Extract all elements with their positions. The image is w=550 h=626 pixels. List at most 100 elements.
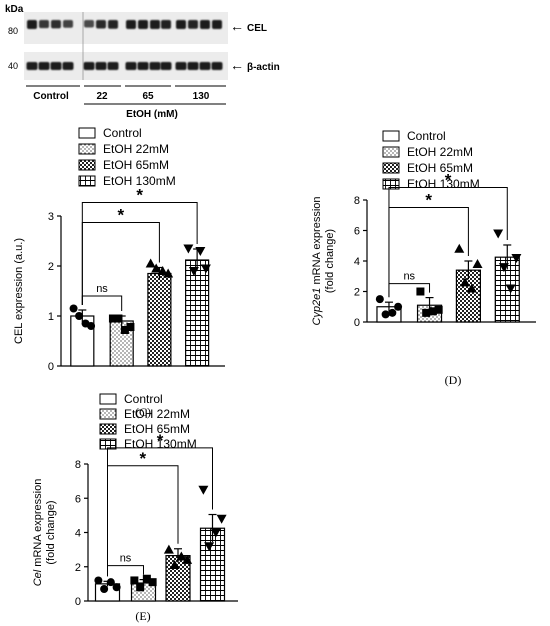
y-tick-label: 6: [354, 226, 360, 238]
kda-label: kDa: [5, 4, 24, 15]
data-point: [428, 307, 437, 316]
significance-label: *: [157, 431, 164, 450]
data-point: [394, 302, 403, 311]
legend-swatch: [78, 143, 96, 155]
cel-band: [126, 20, 136, 29]
y-tick-label: 0: [75, 596, 81, 608]
data-point: [498, 263, 509, 273]
significance-label: *: [425, 191, 432, 210]
actin-band: [199, 62, 211, 70]
y-axis-title-part: Cel: [32, 569, 44, 586]
y-tick-label: 4: [75, 528, 81, 540]
significance-label: *: [118, 206, 125, 225]
y-tick-label: 8: [354, 195, 360, 207]
actin-band: [149, 62, 161, 70]
western-blot-panel: kDa 80 40 ← CEL ← β-actin Control 22 65 …: [5, 4, 280, 120]
y-axis-title-line2: (fold change): [324, 229, 336, 293]
data-point: [422, 308, 431, 317]
legend-swatch: [78, 175, 96, 187]
legend-label: Control: [124, 392, 163, 406]
significance-label: *: [445, 171, 452, 190]
data-point: [204, 542, 215, 552]
cel-band: [188, 20, 198, 29]
cel-band: [96, 20, 106, 29]
data-point: [163, 544, 174, 554]
data-point: [100, 585, 109, 594]
legend-swatch: [382, 178, 400, 190]
legend-label: EtOH 22mM: [407, 145, 473, 159]
legend-label: EtOH 130mM: [103, 174, 176, 188]
data-point: [169, 560, 180, 570]
data-point: [148, 578, 157, 587]
y-axis-title: CEL expression (a.u.): [13, 238, 25, 344]
data-point: [183, 244, 194, 254]
data-point: [120, 326, 129, 334]
actin-band-row: [26, 62, 223, 70]
data-point: [216, 514, 227, 524]
data-point: [136, 583, 145, 592]
data-point: [126, 323, 135, 331]
data-point: [198, 485, 209, 495]
bar: [147, 272, 172, 367]
data-point: [375, 295, 384, 304]
actin-band: [95, 62, 107, 70]
y-tick-label: 2: [48, 261, 54, 273]
data-point: [145, 258, 156, 268]
data-point: [505, 284, 516, 294]
group-label-control: Control: [33, 91, 69, 102]
chart-panel-d: Control EtOH 22mM EtOH 65mM EtOH 130mM 0 2 4 6 8…: [311, 129, 536, 387]
actin-band: [187, 62, 199, 70]
y-axis-title: Cyp2e1 mRNA expression: [311, 196, 323, 325]
legend-label: Control: [103, 126, 142, 140]
group-label-130: 130: [193, 91, 210, 102]
treatment-label: EtOH (mM): [126, 109, 178, 120]
cel-band: [200, 20, 210, 29]
cel-band: [108, 20, 118, 29]
y-axis-title: Cel mRNA expression: [32, 479, 44, 587]
legend-label: EtOH 22mM: [103, 142, 169, 156]
cel-band: [63, 20, 73, 28]
y-tick-label: 2: [75, 562, 81, 574]
actin-band: [160, 62, 172, 70]
actin-band-label: β-actin: [247, 62, 280, 73]
significance-label: ns: [403, 271, 415, 283]
y-axis-title-part: Cyp2e1: [311, 288, 323, 326]
mw-marker-80: 80: [8, 26, 18, 36]
data-point: [182, 554, 193, 564]
actin-band: [175, 62, 187, 70]
legend-swatch: [99, 408, 117, 420]
cel-band: [176, 20, 186, 29]
actin-band: [107, 62, 119, 70]
legend-label: EtOH 130mM: [407, 177, 480, 191]
data-point: [466, 283, 477, 293]
cel-band: [51, 20, 61, 29]
significance-bracket: [107, 565, 144, 577]
legend-swatch: [99, 423, 117, 435]
cel-band: [138, 20, 148, 29]
cel-band: [161, 20, 171, 29]
cel-band: [150, 20, 160, 29]
data-point: [188, 267, 199, 276]
data-point: [130, 576, 139, 585]
cel-band: [84, 20, 94, 28]
actin-band: [62, 62, 74, 70]
data-point: [151, 263, 162, 273]
data-point: [112, 583, 121, 592]
legend-label: EtOH 65mM: [407, 161, 473, 175]
cel-band-label: CEL: [247, 23, 267, 34]
y-tick-label: 3: [48, 211, 54, 223]
group-label-65: 65: [142, 91, 154, 102]
legend-label: EtOH 65mM: [124, 422, 190, 436]
data-point: [388, 308, 397, 317]
y-axis-title-part: CEL expression (a.u.): [13, 238, 25, 344]
data-point: [81, 319, 90, 328]
data-point: [142, 574, 151, 583]
y-tick-label: 8: [75, 459, 81, 471]
legend-swatch: [382, 146, 400, 158]
y-tick-label: 2: [354, 287, 360, 299]
y-tick-label: 0: [48, 361, 54, 373]
panel-label: (C): [135, 405, 151, 419]
